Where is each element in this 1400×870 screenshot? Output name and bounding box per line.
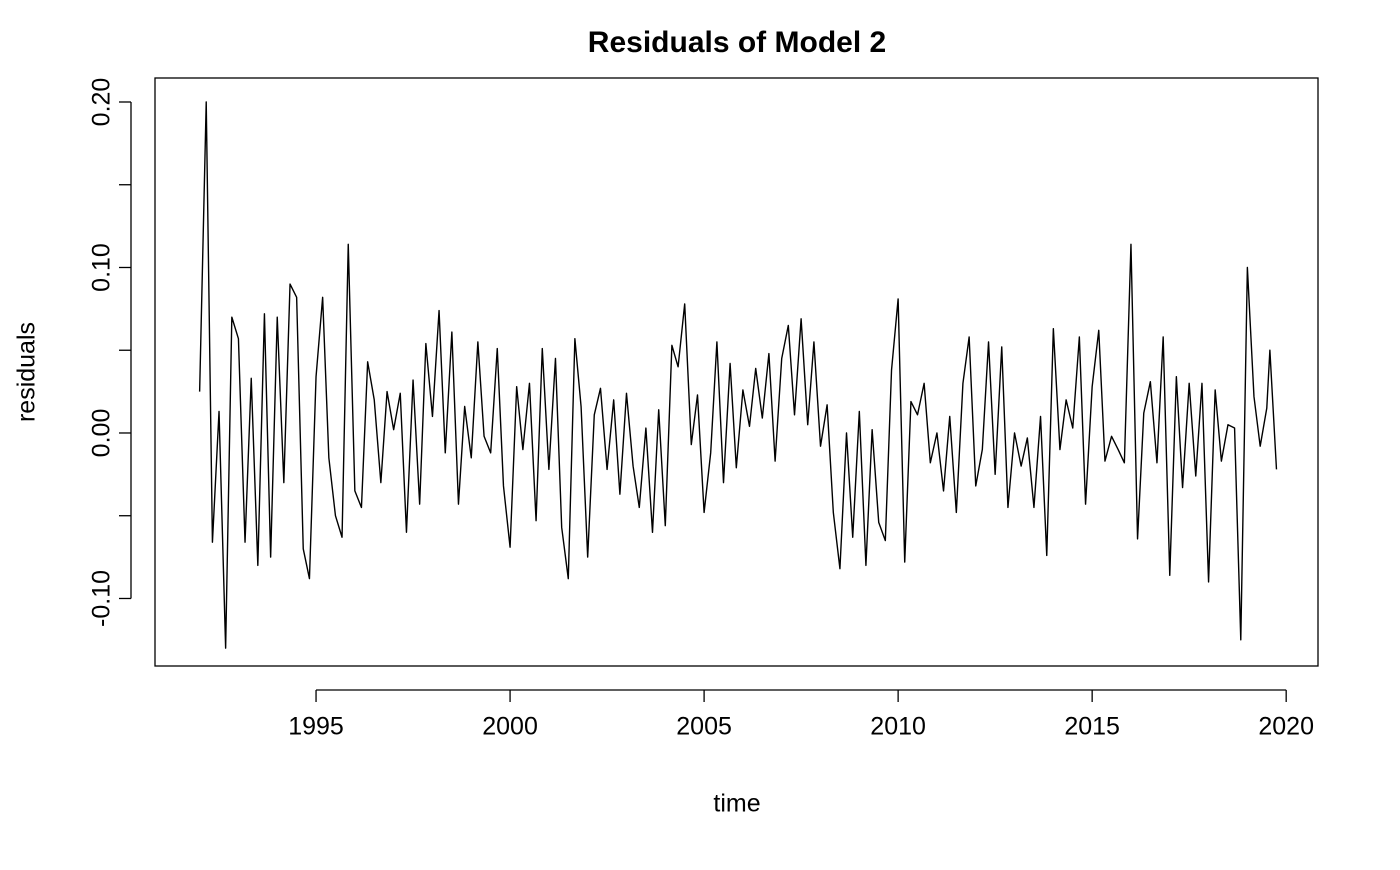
x-tick-label: 2005 — [676, 713, 732, 741]
y-tick-label: 0.20 — [88, 78, 116, 127]
y-axis-label: residuals — [13, 322, 41, 422]
plot-frame — [154, 77, 1319, 667]
chart-title: Residuals of Model 2 — [588, 26, 886, 59]
y-tick-label: 0.00 — [88, 409, 116, 458]
x-tick-label: 2015 — [1064, 713, 1120, 741]
x-tick-label: 2020 — [1258, 713, 1314, 741]
series-line — [198, 101, 1278, 649]
y-tick-label: -0.10 — [88, 570, 116, 627]
x-axis-label: time — [713, 790, 760, 818]
y-tick-label: 0.10 — [88, 243, 116, 292]
x-tick-label: 1995 — [288, 713, 344, 741]
x-tick-label: 2010 — [870, 713, 926, 741]
x-tick-label: 2000 — [482, 713, 538, 741]
